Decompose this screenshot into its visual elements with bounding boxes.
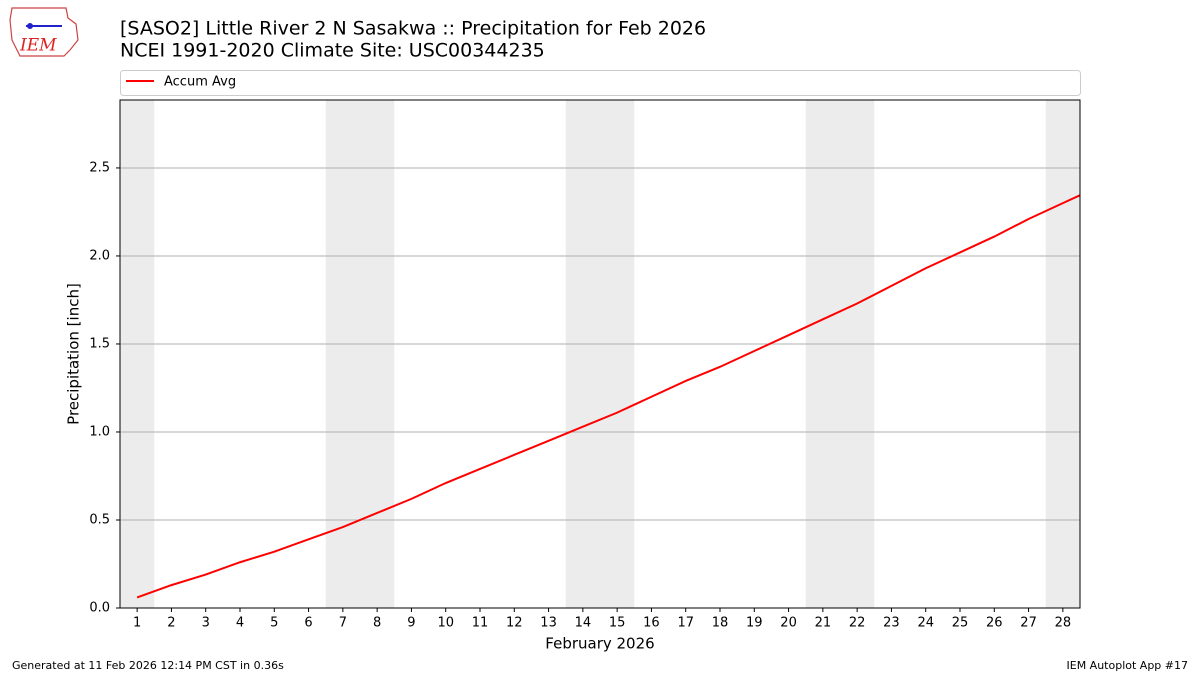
weekend-shade: [360, 100, 395, 608]
x-tick-label: 28: [1055, 616, 1072, 631]
x-axis-label: February 2026: [545, 635, 654, 653]
x-tick-label: 17: [677, 616, 694, 631]
x-tick-label: 3: [202, 616, 210, 631]
weekend-shade: [600, 100, 635, 608]
x-tick-label: 13: [540, 616, 557, 631]
logo-dot: [27, 23, 33, 29]
legend-box: [120, 70, 1081, 96]
weekend-shade: [805, 100, 840, 608]
x-tick-label: 5: [270, 616, 278, 631]
plot-frame: [119, 99, 1081, 609]
footer-left: Generated at 11 Feb 2026 12:14 PM CST in…: [12, 659, 284, 672]
x-tick-label: 4: [236, 616, 244, 631]
logo: IEM: [9, 7, 79, 57]
x-tick-label: 2: [167, 616, 175, 631]
weekend-shade: [1045, 100, 1080, 608]
x-tick-label: 11: [472, 616, 489, 631]
logo-text: IEM: [19, 36, 57, 56]
x-tick-label: 19: [746, 616, 763, 631]
x-tick-label: 18: [712, 616, 729, 631]
y-tick-label: 0.0: [89, 601, 110, 616]
x-tick-label: 10: [437, 616, 454, 631]
x-tick-label: 22: [849, 616, 866, 631]
plot-area: [120, 100, 1080, 608]
chart-subtitle: NCEI 1991-2020 Climate Site: USC00344235: [120, 40, 545, 62]
weekend-shade: [120, 100, 155, 608]
x-tick-label: 12: [506, 616, 523, 631]
x-tick-label: 8: [373, 616, 381, 631]
x-tick-label: 27: [1020, 616, 1037, 631]
x-tick-label: 25: [952, 616, 969, 631]
legend-label: Accum Avg: [164, 75, 236, 90]
y-tick-label: 1.5: [89, 336, 110, 351]
y-tick-label: 0.5: [89, 512, 110, 527]
x-tick-label: 16: [643, 616, 660, 631]
x-tick-label: 24: [917, 616, 934, 631]
x-tick-label: 21: [815, 616, 832, 631]
y-axis-label: Precipitation [inch]: [65, 283, 83, 425]
y-tick-label: 2.0: [89, 248, 110, 263]
x-tick-label: 9: [407, 616, 415, 631]
y-tick-label: 1.0: [89, 424, 110, 439]
x-tick-label: 14: [575, 616, 592, 631]
x-tick-label: 6: [304, 616, 312, 631]
y-tick-label: 2.5: [89, 160, 110, 175]
x-tick-label: 26: [986, 616, 1003, 631]
x-tick-label: 20: [780, 616, 797, 631]
logo-outline: [9, 7, 79, 57]
weekend-shade: [840, 100, 875, 608]
series-line: [136, 194, 1080, 599]
weekend-shade: [565, 100, 600, 608]
chart-title: [SASO2] Little River 2 N Sasakwa :: Prec…: [120, 18, 706, 40]
x-tick-label: 23: [883, 616, 900, 631]
footer-right: IEM Autoplot App #17: [1067, 659, 1189, 672]
x-tick-label: 1: [133, 616, 141, 631]
x-tick-label: 7: [339, 616, 347, 631]
x-tick-label: 15: [609, 616, 626, 631]
